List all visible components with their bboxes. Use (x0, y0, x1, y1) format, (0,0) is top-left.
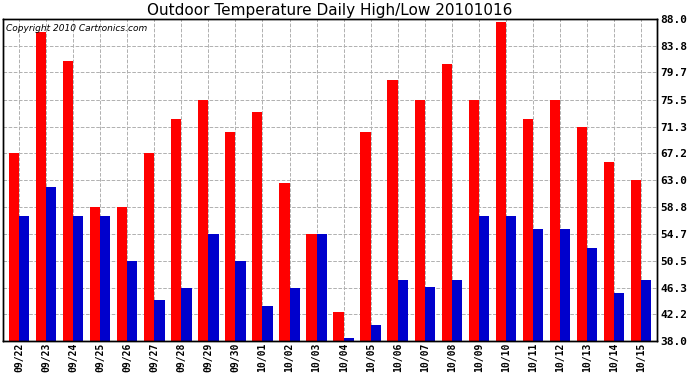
Bar (90, 207, 100, 342)
Bar (63, 61, 73, 342)
Bar (344, 338, 354, 342)
Bar (73, 216, 83, 342)
Bar (155, 300, 164, 342)
Bar (36, 32, 46, 342)
Bar (523, 119, 533, 342)
Title: Outdoor Temperature Daily High/Low 20101016: Outdoor Temperature Daily High/Low 20101… (148, 3, 513, 18)
Bar (46, 187, 57, 342)
Bar (279, 183, 290, 342)
Bar (442, 64, 452, 342)
Bar (306, 234, 317, 342)
Bar (631, 180, 641, 342)
Bar (577, 127, 587, 342)
Bar (117, 207, 127, 342)
Bar (479, 216, 489, 342)
Bar (550, 100, 560, 342)
Bar (19, 216, 29, 342)
Bar (9, 153, 19, 342)
Bar (495, 22, 506, 342)
Bar (587, 248, 598, 342)
Bar (452, 280, 462, 342)
Bar (641, 280, 651, 342)
Bar (388, 80, 397, 342)
Bar (100, 216, 110, 342)
Bar (290, 288, 300, 342)
Bar (235, 261, 246, 342)
Bar (415, 100, 425, 342)
Bar (425, 286, 435, 342)
Bar (604, 162, 614, 342)
Bar (253, 112, 262, 342)
Bar (181, 288, 192, 342)
Bar (317, 234, 327, 342)
Bar (397, 280, 408, 342)
Bar (225, 132, 235, 342)
Bar (333, 312, 344, 342)
Bar (171, 119, 181, 342)
Bar (560, 229, 571, 342)
Bar (262, 306, 273, 342)
Bar (371, 326, 381, 342)
Bar (360, 132, 371, 342)
Bar (144, 153, 155, 342)
Bar (506, 216, 516, 342)
Bar (208, 234, 219, 342)
Bar (198, 100, 208, 342)
Bar (469, 100, 479, 342)
Bar (533, 229, 543, 342)
Text: Copyright 2010 Cartronics.com: Copyright 2010 Cartronics.com (6, 24, 147, 33)
Bar (127, 261, 137, 342)
Bar (614, 293, 624, 342)
